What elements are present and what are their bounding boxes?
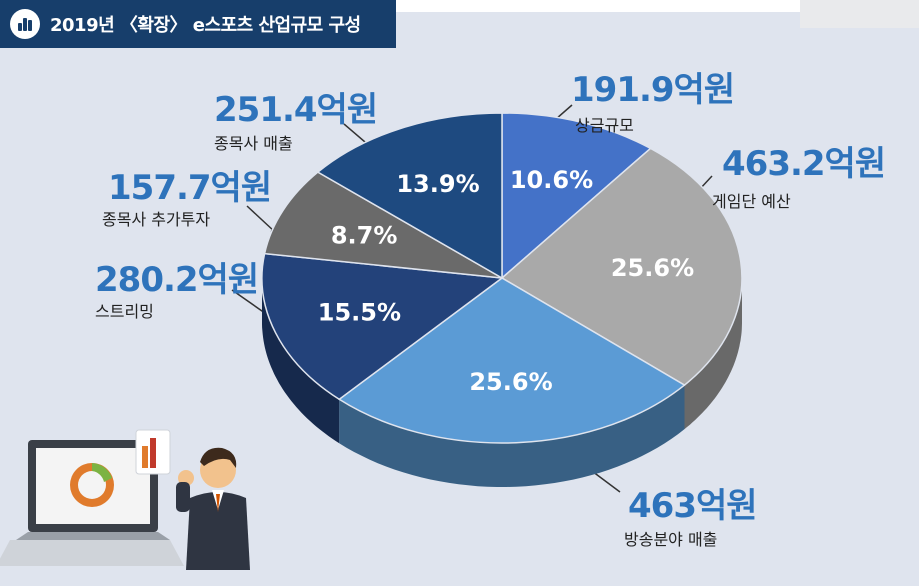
percent-label-상금규모: 10.6% [510,166,593,194]
chart-title: 2019년 〈확장〉 e스포츠 산업규모 구성 [50,15,361,36]
amount-label-방송분야-매출: 463억원 [628,486,758,526]
pie-side-게임단-예산 [684,279,742,430]
category-label-상금규모: 상금규모 [575,116,634,135]
laptop-illustration [0,440,184,566]
leader-line-종목사-추가투자 [246,205,276,233]
pie-slice-종목사-매출 [316,112,503,280]
category-label-종목사-매출: 종목사 매출 [214,134,293,153]
title-bar: 2019년 〈확장〉 e스포츠 산업규모 구성 [0,0,396,48]
pie-side-스트리밍 [262,280,340,444]
category-label-스트리밍: 스트리밍 [95,302,154,321]
pie-side-방송분야-매출 [339,385,685,487]
pie-slice-상금규모 [501,112,652,280]
pie-slice-방송분야-매출 [337,277,686,444]
amount-label-종목사-추가투자: 157.7억원 [108,168,272,208]
percent-label-종목사-매출: 13.9% [396,170,479,198]
bar-chart-icon [10,9,40,39]
percent-label-방송분야-매출: 25.6% [469,368,552,396]
businessman-illustration [135,429,250,570]
amount-label-종목사-매출: 251.4억원 [214,90,378,130]
pie-slice-스트리밍 [261,252,504,401]
amount-label-상금규모: 191.9억원 [571,70,735,110]
pie-slice-종목사-추가투자 [263,171,503,279]
corner-box [800,0,919,28]
category-label-게임단-예산: 게임단 예산 [712,192,791,211]
percent-label-스트리밍: 15.5% [318,299,401,327]
amount-label-스트리밍: 280.2억원 [95,260,259,300]
percent-label-종목사-추가투자: 8.7% [331,221,398,249]
category-label-방송분야-매출: 방송분야 매출 [624,530,718,549]
category-label-종목사-추가투자: 종목사 추가투자 [102,210,211,229]
amount-label-게임단-예산: 463.2억원 [722,144,886,184]
percent-label-게임단-예산: 25.6% [611,254,694,282]
pie-slice-게임단-예산 [500,147,743,387]
